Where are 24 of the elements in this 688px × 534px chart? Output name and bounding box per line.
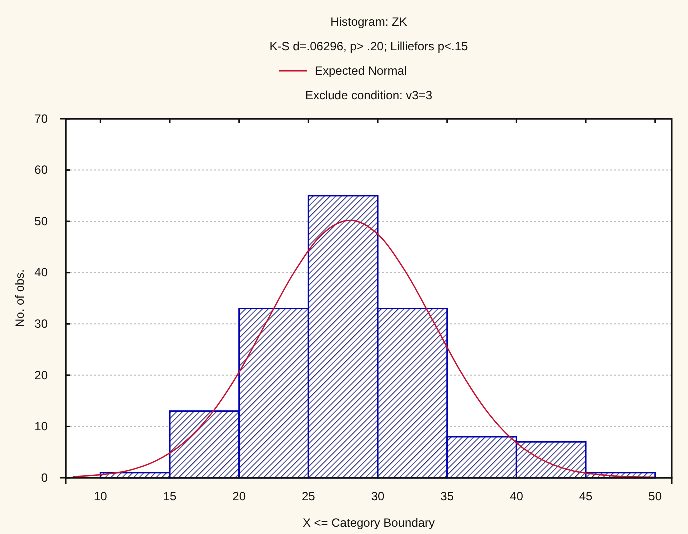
x-tick-label: 15 (163, 490, 177, 504)
y-axis-title: No. of obs. (13, 269, 27, 328)
y-tick-label: 70 (34, 112, 48, 126)
x-tick-label: 50 (648, 490, 662, 504)
y-tick-label: 60 (34, 163, 48, 178)
y-tick-label: 20 (34, 368, 48, 382)
x-tick-label: 40 (510, 490, 524, 504)
y-tick-label: 40 (34, 266, 48, 280)
y-tick-label: 50 (34, 214, 48, 228)
x-tick-label: 35 (440, 490, 454, 504)
x-tick-label: 25 (302, 490, 316, 504)
x-tick-label: 45 (579, 490, 594, 504)
x-tick-label: 10 (94, 490, 108, 504)
legend-label: Expected Normal (315, 64, 408, 78)
line-series (72, 220, 656, 478)
text: Exclude condition: v3=3 (305, 88, 433, 102)
y-tick-label: 10 (34, 420, 48, 434)
chart-title: Histogram: ZK (330, 15, 408, 29)
chart-subtitle: K-S d=.06296, p> .20; Lilliefors p<.15 (270, 40, 469, 54)
y-tick-label: 30 (34, 316, 48, 331)
x-tick-label: 20 (232, 490, 246, 504)
y-tick-label: 0 (41, 470, 48, 485)
x-tick-label: 30 (371, 490, 386, 504)
x-axis-title: X <= Category Boundary (302, 516, 436, 530)
